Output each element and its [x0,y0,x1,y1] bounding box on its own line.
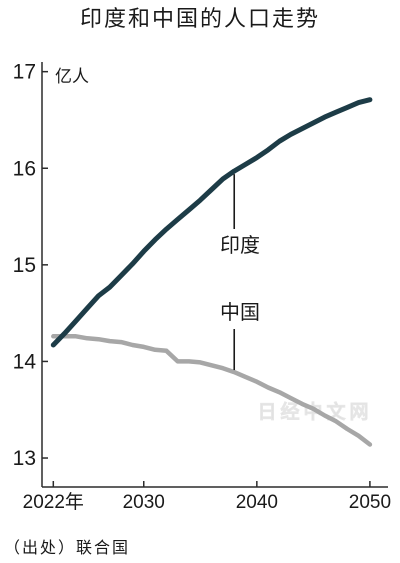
x-tick-label: 2022年 [23,491,84,513]
china-population-line [51,334,373,447]
source-note: （出处）联合国 [4,538,131,557]
y-tick-label: 17 [13,61,36,84]
india-population-line [50,97,373,348]
y-tick-label: 13 [13,447,36,470]
india-series-label: 印度 [220,233,260,257]
axes: 13 14 15 16 17 2022年 2030 2040 2050 [13,61,391,513]
watermark-logo: 日经中文网 [257,400,372,423]
y-axis-unit-label: 亿人 [55,67,89,87]
y-tick-label: 15 [13,254,36,277]
y-tick-label: 14 [13,350,37,373]
y-tick-label: 16 [13,157,36,180]
x-tick-label: 2050 [349,492,391,513]
chart-title: 印度和中国的人口走势 [79,7,320,32]
x-tick-label: 2040 [236,492,278,513]
x-tick-label: 2030 [123,492,165,513]
china-series-label: 中国 [220,300,260,324]
